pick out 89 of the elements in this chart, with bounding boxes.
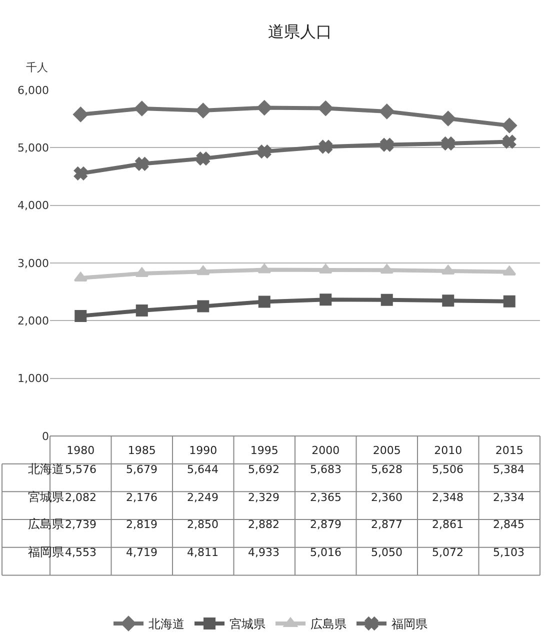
data-label: 2,348 [432, 491, 464, 504]
point [258, 264, 272, 274]
x-tick-label: 1985 [128, 444, 156, 457]
point [258, 144, 272, 158]
point [196, 266, 210, 276]
text: 広島県 [28, 517, 64, 531]
point [503, 295, 516, 308]
data-label: 2,360 [371, 491, 402, 504]
x-tick-label: 2000 [312, 444, 340, 457]
text: 福岡県 [28, 545, 64, 559]
text: 北海道 [28, 462, 64, 476]
point [196, 103, 211, 118]
data-label: 4,811 [187, 546, 218, 559]
data-label: 2,365 [310, 491, 342, 504]
chart-title: 道県人口 [268, 22, 332, 41]
data-label: 5,384 [493, 463, 524, 476]
data-label: 5,692 [248, 463, 280, 476]
data-label: 5,072 [432, 546, 464, 559]
point [380, 138, 394, 152]
point [197, 300, 210, 312]
data-label: 4,719 [126, 546, 158, 559]
data-label: 2,176 [126, 491, 158, 504]
data-label: 5,050 [371, 546, 402, 559]
data-label: 5,506 [432, 463, 464, 476]
y-tick-label: 1,000 [18, 372, 49, 386]
data-label: 2,879 [310, 518, 342, 531]
point [318, 140, 332, 154]
data-label: 5,683 [310, 463, 342, 476]
data-label: 5,679 [126, 463, 158, 476]
x-tick-label: 1995 [250, 444, 278, 457]
point [135, 267, 149, 277]
point [134, 101, 150, 116]
point [256, 100, 272, 116]
point [502, 266, 516, 276]
x-tick-label: 1990 [189, 444, 218, 457]
data-label: 2,819 [126, 518, 158, 531]
data-label: 5,644 [187, 463, 218, 476]
data-label: 2,861 [432, 518, 464, 531]
data-label: 2,739 [65, 518, 96, 531]
data-label: 2,845 [493, 518, 524, 531]
data-label: 2,329 [248, 491, 280, 504]
x-tick-label: 1980 [66, 444, 95, 457]
data-label: 5,103 [493, 546, 524, 559]
data-label: 2,850 [187, 518, 218, 531]
x-tick-label: 2005 [372, 444, 401, 457]
data-label: 5,628 [371, 463, 402, 476]
point [135, 157, 149, 171]
point [502, 135, 516, 148]
point [440, 110, 456, 126]
y-tick-label: 5,000 [18, 142, 49, 155]
legend-label: 福岡県 [392, 617, 428, 632]
data-label: 5,576 [65, 463, 96, 476]
point [502, 118, 517, 134]
data-label: 2,334 [493, 491, 524, 504]
point [74, 166, 88, 180]
point [379, 104, 394, 119]
data-label: 5,016 [310, 546, 342, 559]
point [196, 152, 210, 166]
point [320, 294, 332, 306]
data-label: 2,082 [65, 491, 96, 504]
point [442, 294, 454, 307]
y-tick-label: 6,000 [18, 84, 49, 97]
data-label: 4,933 [248, 546, 280, 559]
point [74, 272, 88, 282]
y-tick-label: 4,000 [18, 199, 49, 212]
legend-label: 北海道 [148, 617, 184, 632]
data-label: 4,553 [65, 546, 96, 559]
data-label: 2,882 [248, 518, 280, 531]
point [318, 264, 332, 274]
y-tick-label: 3,000 [18, 256, 49, 270]
x-tick-label: 2015 [495, 444, 524, 457]
point [441, 136, 455, 150]
point [318, 100, 334, 116]
point [380, 294, 393, 306]
legend-label: 広島県 [310, 617, 346, 632]
y-axis-title: 千人 [26, 61, 48, 74]
point [258, 296, 270, 308]
point [73, 106, 88, 122]
y-tick-label: 2,000 [18, 314, 49, 328]
text: 宮城県 [28, 490, 64, 504]
legend-label: 宮城県 [230, 617, 266, 632]
point [136, 304, 148, 317]
data-label: 2,877 [371, 518, 402, 531]
point [74, 310, 87, 322]
y-tick-label: 0 [42, 430, 49, 443]
point [380, 264, 394, 274]
x-tick-label: 2010 [434, 444, 462, 457]
point [441, 265, 455, 275]
data-label: 2,249 [187, 491, 218, 504]
